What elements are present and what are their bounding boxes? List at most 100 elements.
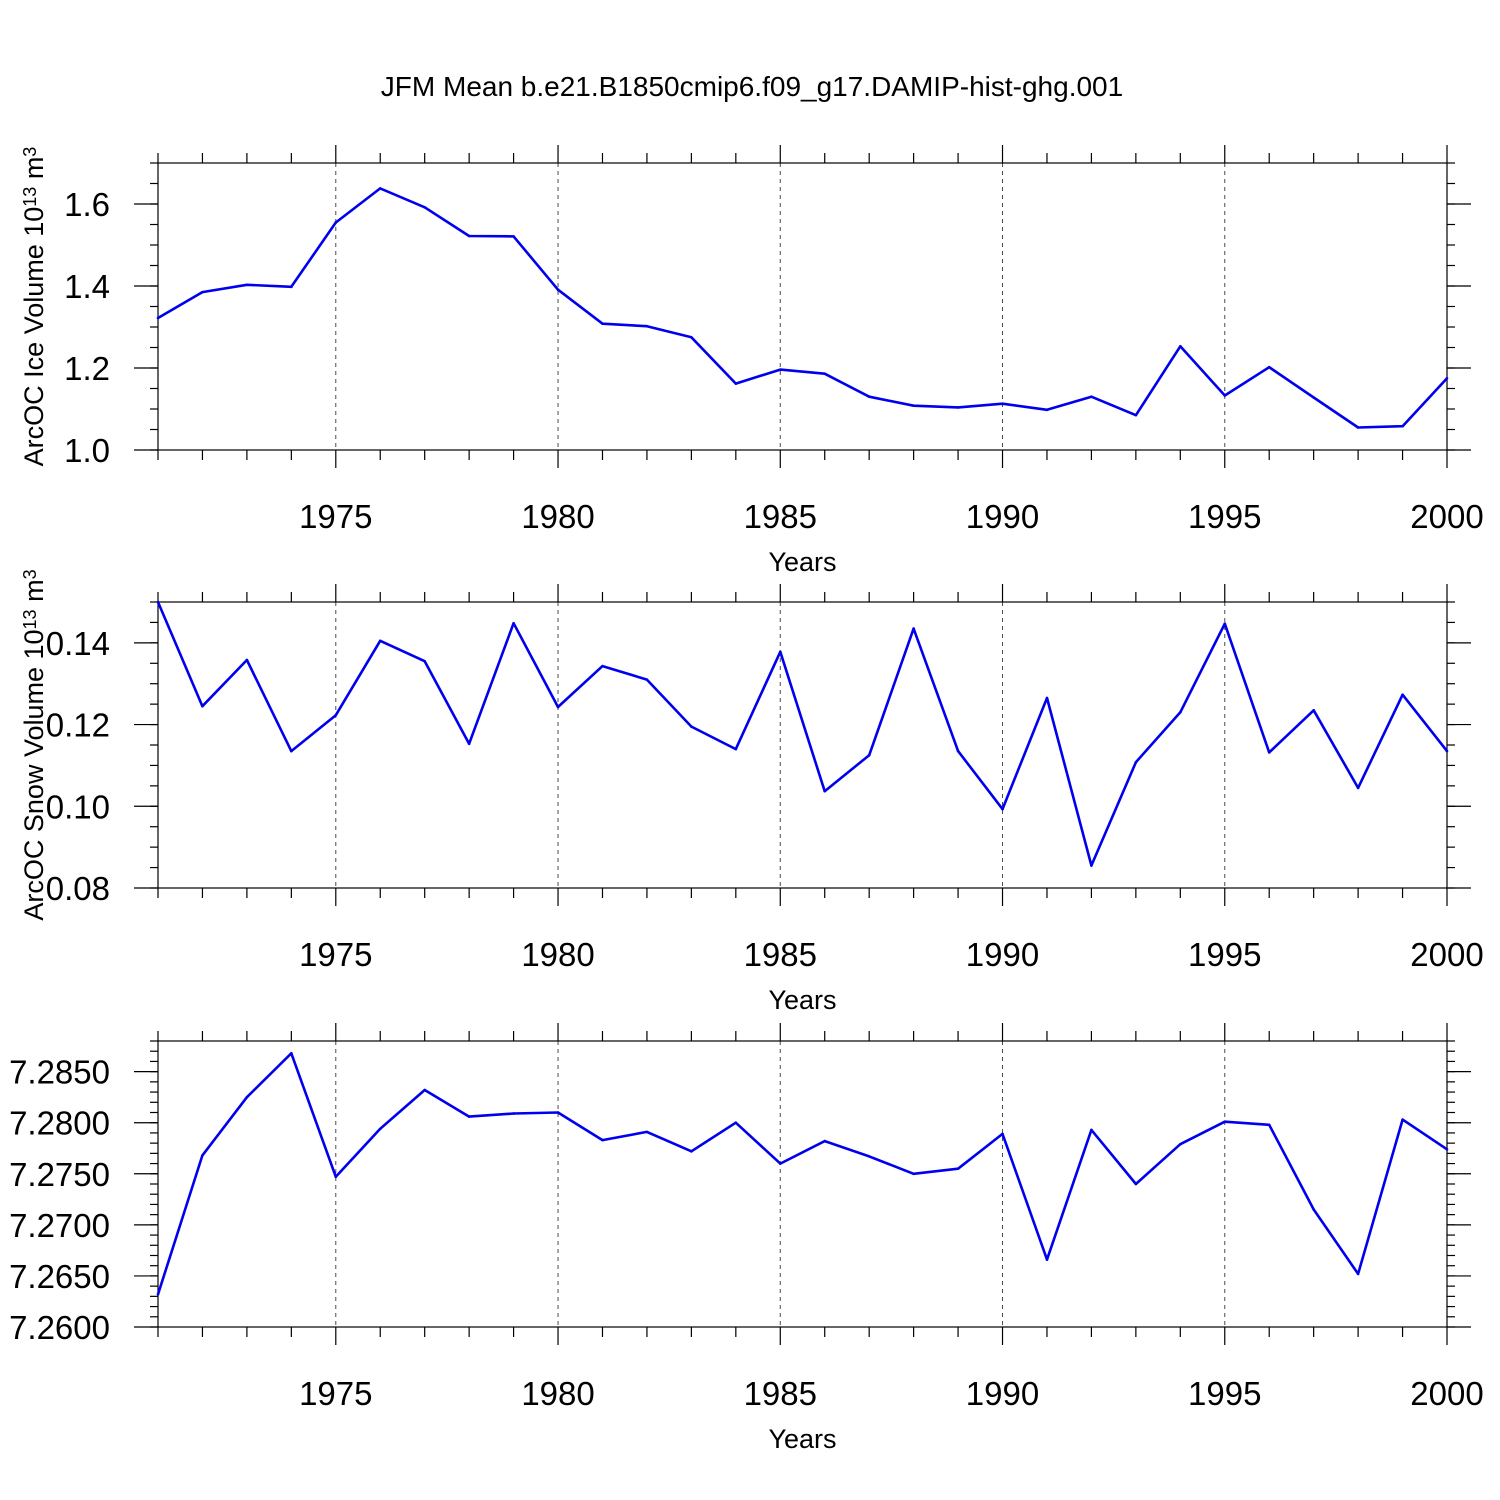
x-tick-label: 1990: [966, 498, 1039, 535]
data-point: [245, 658, 249, 662]
data-point: [956, 1167, 960, 1170]
data-point: [334, 713, 338, 717]
data-point: [512, 235, 515, 238]
data-point: [467, 1115, 471, 1118]
x-tick-label: 1975: [299, 498, 372, 535]
data-point: [956, 749, 960, 753]
data-point: [1223, 622, 1227, 625]
data-point: [823, 1139, 827, 1143]
data-point: [1356, 1272, 1360, 1276]
data-point: [823, 372, 827, 376]
data-point: [1001, 402, 1004, 405]
x-axis-label: Years: [768, 1424, 836, 1454]
data-point: [1179, 711, 1182, 714]
data-point: [423, 659, 426, 663]
y-tick-label: 1.2: [64, 350, 110, 387]
plot-frame: [157, 601, 1448, 889]
data-point: [1401, 1118, 1404, 1121]
y-tick-label: 7.2800: [9, 1105, 110, 1142]
data-point: [467, 742, 471, 746]
data-point: [1134, 413, 1138, 417]
data-point: [1179, 1142, 1182, 1146]
x-tick-label: 1990: [966, 936, 1039, 973]
data-point: [1267, 365, 1271, 369]
data-point: [1312, 1208, 1315, 1211]
y-tick-label: 0.14: [46, 625, 110, 662]
data-point: [867, 395, 871, 399]
data-point: [290, 285, 293, 289]
y-tick-label: 7.2750: [9, 1156, 110, 1193]
data-point: [956, 406, 960, 409]
chart-panel-1: 1.0 1.2 1.4 1.6 1975 1980 1985 1990 1995 2000 Year…: [19, 145, 1484, 577]
data-point: [1134, 1182, 1138, 1186]
x-tick-label: 1975: [299, 936, 372, 973]
y-axis-label: ArcOC Snow Volume 1013 m3: [19, 569, 49, 920]
data-point: [1401, 424, 1404, 428]
x-tick-label: 1995: [1188, 498, 1261, 535]
data-point: [1179, 344, 1182, 348]
data-point: [823, 789, 827, 793]
data-point: [1356, 786, 1360, 790]
data-point: [334, 1175, 338, 1179]
data-point: [245, 283, 249, 287]
data-point: [1045, 696, 1049, 700]
data-point: [201, 1154, 204, 1157]
series-line: [157, 187, 1448, 429]
y-tick-label: 7.2600: [9, 1309, 110, 1346]
data-point: [378, 1127, 382, 1131]
x-axis-label: Years: [768, 985, 836, 1015]
figure-title: JFM Mean b.e21.B1850cmip6.f09_g17.DAMIP-…: [381, 71, 1123, 102]
data-point: [778, 650, 782, 654]
data-point: [156, 600, 160, 604]
x-tick-label: 1980: [521, 1375, 594, 1412]
y-tick-label: 7.2650: [9, 1258, 110, 1295]
x-tick-label: 1980: [521, 936, 594, 973]
data-point: [1445, 749, 1449, 753]
data-point: [601, 322, 604, 326]
y-axis-label: ArcOC Ice Volume 1013 m3: [19, 147, 49, 467]
data-point: [690, 335, 693, 339]
data-point: [201, 704, 204, 708]
y-tick-label: 7.2700: [9, 1207, 110, 1244]
data-point: [156, 1293, 160, 1296]
data-point: [690, 1150, 693, 1153]
x-tick-label: 1975: [299, 1375, 372, 1412]
y-tick-label: 7.2850: [9, 1054, 110, 1091]
data-point: [423, 1088, 426, 1092]
data-point: [1090, 395, 1093, 399]
data-point: [778, 1162, 782, 1165]
data-point: [1090, 864, 1093, 867]
y-tick-label: 0.08: [46, 870, 110, 907]
data-point: [734, 382, 738, 385]
data-point: [1134, 760, 1138, 764]
data-point: [423, 205, 426, 209]
data-point: [1001, 1132, 1004, 1136]
x-tick-label: 1985: [744, 498, 817, 535]
x-tick-label: 1990: [966, 1375, 1039, 1412]
x-tick-label: 2000: [1410, 936, 1483, 973]
data-point: [1445, 376, 1449, 380]
x-tick-label: 1985: [744, 1375, 817, 1412]
data-point: [912, 1172, 915, 1176]
data-point: [512, 1112, 515, 1115]
data-point: [1223, 394, 1227, 397]
data-point: [556, 705, 560, 709]
data-point: [867, 753, 871, 757]
data-point: [556, 288, 560, 291]
data-point: [1045, 1258, 1049, 1261]
data-point: [156, 316, 160, 320]
chart-panel-2: 0.08 0.10 0.12 0.14 1975 1980 1985 1990 1995 2000…: [19, 569, 1484, 1015]
plot-frame: [157, 162, 1448, 451]
data-point: [1045, 408, 1049, 412]
data-point: [778, 368, 782, 371]
data-point: [378, 187, 382, 190]
data-point: [645, 678, 649, 681]
data-point: [556, 1111, 560, 1114]
data-point: [1356, 426, 1360, 429]
data-point: [690, 725, 693, 728]
data-point: [1445, 1147, 1449, 1151]
y-tick-label: 0.12: [46, 707, 110, 744]
x-tick-label: 1980: [521, 498, 594, 535]
data-point: [645, 1130, 649, 1134]
